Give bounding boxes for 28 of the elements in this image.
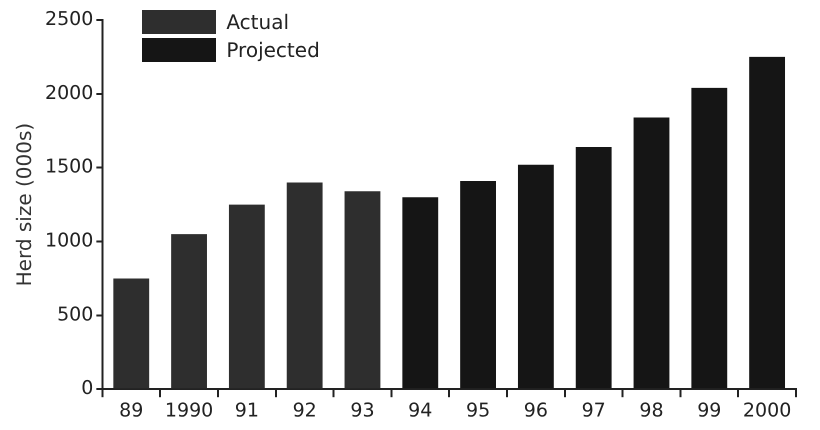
x-tick-label: 96: [524, 400, 548, 422]
x-tick-label: 92: [292, 400, 317, 422]
x-tick-label: 94: [408, 400, 432, 422]
legend-label: Projected: [226, 38, 320, 62]
bar: [634, 117, 670, 388]
x-tick-label: 95: [466, 400, 490, 422]
y-tick-label: 500: [57, 303, 94, 326]
bar: [460, 180, 496, 388]
y-axis-title: Herd size (000s): [12, 122, 36, 286]
x-tick-label: 2000: [742, 400, 792, 422]
bar: [518, 164, 554, 388]
x-tick-label: 89: [119, 400, 144, 422]
y-tick-label: 0: [81, 377, 94, 400]
legend-label: Actual: [226, 10, 289, 34]
y-tick-label: 1500: [44, 156, 94, 178]
bar: [576, 147, 612, 388]
y-tick-label: 2500: [44, 8, 94, 30]
bar: [402, 197, 438, 388]
y-tick-label: 2000: [44, 82, 94, 104]
x-tick-label: 99: [697, 400, 722, 422]
bar: [749, 56, 786, 388]
x-tick-label: 97: [582, 400, 606, 422]
x-tick-label: 93: [350, 400, 375, 422]
x-tick-label: 1990: [164, 400, 214, 422]
x-tick-label: 98: [639, 400, 664, 422]
bar: [691, 88, 728, 388]
x-tick-label: 91: [234, 400, 259, 422]
y-tick-label: 1000: [44, 229, 94, 252]
